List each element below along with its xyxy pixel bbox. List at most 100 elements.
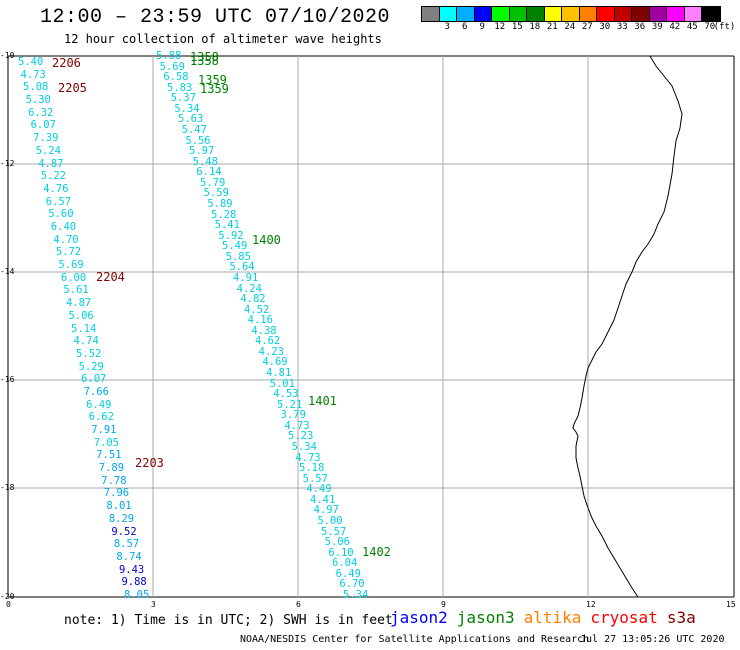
wave-height-label: 4.82: [240, 293, 266, 306]
scale-label: 12: [494, 22, 506, 32]
wave-height-label: 5.29: [78, 360, 104, 373]
pass-time-label: 2204: [96, 270, 125, 284]
wave-height-label: 4.81: [266, 367, 292, 380]
pass-time-label: 2206: [52, 56, 81, 70]
scale-swatch: [649, 7, 667, 21]
wave-height-label: 5.49: [222, 240, 248, 253]
wave-height-label: 5.57: [321, 525, 347, 538]
scale-swatch: [632, 7, 650, 21]
wave-height-label: 5.48: [192, 155, 218, 168]
x-tick-label: 3: [151, 600, 156, 609]
y-tick-label: -16: [0, 375, 15, 384]
x-tick-label: 6: [296, 600, 301, 609]
y-tick-label: -12: [0, 159, 15, 168]
wave-height-label: 6.00: [60, 271, 87, 284]
scale-swatch: [544, 7, 562, 21]
scale-swatch: [614, 7, 632, 21]
timestamp: Jul 27 13:05:26 UTC 2020: [580, 634, 725, 645]
wave-height-label: 4.24: [236, 282, 262, 295]
map-panel: [7, 55, 735, 598]
wave-height-label: 6.10: [328, 546, 354, 559]
scale-swatch: [422, 7, 440, 21]
wave-height-label: 5.63: [178, 113, 204, 126]
wave-height-label: 4.97: [313, 504, 339, 517]
wave-height-label: 8.29: [108, 512, 135, 525]
color-scale-labels: 3 6 9 12 15 18 21 24 27 30 33 36 39 42 45 70 (ft): [421, 22, 740, 34]
scale-label: 9: [479, 22, 485, 32]
wave-height-label: 5.59: [203, 187, 229, 200]
wave-height-label: 4.38: [251, 324, 277, 337]
credit-line: NOAA/NESDIS Center for Satellite Applica…: [240, 634, 590, 645]
satellite-legend-item: jason2: [390, 608, 448, 627]
scale-swatch: [492, 7, 510, 21]
scale-label: 45: [686, 22, 698, 32]
wave-height-label: 5.79: [200, 176, 226, 189]
wave-height-label: 5.22: [40, 170, 66, 183]
wave-height-label: 4.70: [53, 233, 79, 246]
wave-height-label: 4.73: [20, 68, 46, 81]
wave-height-label: 4.49: [306, 483, 332, 496]
wave-height-label: 5.83: [167, 81, 193, 94]
scale-swatch: [579, 7, 597, 21]
wave-height-label: 4.76: [43, 182, 69, 195]
wave-height-label: 6.40: [50, 220, 77, 233]
wave-height-label: 6.32: [28, 106, 54, 119]
wave-height-label: 4.73: [284, 419, 310, 432]
scale-swatch: [527, 7, 545, 21]
wave-height-label: 5.06: [68, 309, 94, 322]
wave-height-label: 6.04: [332, 557, 358, 570]
pass-time-label: 2205: [58, 81, 87, 95]
wave-height-label: 5.34: [343, 589, 369, 601]
wave-height-label: 5.40: [18, 56, 44, 68]
scale-label: 21: [546, 22, 558, 32]
page-title: 12:00 – 23:59 UTC 07/10/2020: [40, 6, 391, 29]
pass-time-label: 1402: [362, 545, 391, 559]
wave-height-label: 4.41: [310, 493, 336, 506]
wave-height-label: 8.01: [106, 500, 132, 513]
scale-label: 15: [511, 22, 523, 32]
pass-time-label: 1359: [200, 82, 229, 96]
map-grid-and-coastline: [7, 55, 735, 598]
x-tick-label: 0: [6, 600, 11, 609]
wave-height-label: 3.79: [280, 409, 306, 422]
wave-height-label: 5.88: [156, 50, 182, 62]
wave-height-label: 5.34: [174, 102, 200, 115]
wave-height-label: 5.69: [159, 60, 185, 73]
wave-height-label: 5.23: [288, 430, 314, 443]
scale-label: 18: [529, 22, 541, 32]
coastline: [572, 55, 683, 598]
satellite-legend-item: s3a: [666, 608, 696, 627]
scale-swatch: [439, 7, 457, 21]
scale-swatch: [702, 7, 720, 21]
wave-height-label: 7.51: [96, 449, 122, 462]
satellite-legend: jason2 jason3 altika cryosat s3a: [390, 608, 696, 627]
wave-height-label: 7.78: [101, 474, 127, 487]
x-tick-label: 9: [441, 600, 446, 609]
wave-height-label: 4.53: [273, 388, 299, 401]
wave-height-label: 4.52: [244, 303, 270, 316]
scale-swatch: [474, 7, 492, 21]
wave-height-label: 5.64: [229, 261, 255, 274]
scale-label: 30: [599, 22, 611, 32]
wave-height-label: 9.43: [118, 563, 145, 576]
wave-height-label: 5.24: [35, 144, 61, 157]
wave-height-label: 5.00: [317, 515, 343, 528]
pass-time-label: 1400: [252, 233, 281, 247]
pass-time-label: 1401: [308, 394, 337, 408]
wave-height-label: 5.72: [55, 246, 82, 259]
scale-unit: (ft): [713, 22, 736, 32]
wave-height-label: 4.87: [65, 297, 92, 310]
wave-height-label: 6.58: [163, 71, 189, 84]
y-tick-label: -10: [0, 51, 15, 60]
wave-height-label: 5.30: [25, 94, 51, 107]
x-tick-label: 12: [586, 600, 596, 609]
wave-height-label: 7.96: [103, 487, 130, 500]
wave-height-label: 5.52: [76, 347, 102, 360]
page-subtitle: 12 hour collection of altimeter wave hei…: [64, 32, 382, 46]
wave-height-label: 4.87: [38, 157, 64, 170]
wave-height-label: 8.05: [124, 589, 150, 601]
wave-height-label: 6.62: [88, 411, 114, 424]
wave-height-label: 6.49: [335, 567, 361, 580]
wave-height-label: 5.57: [302, 472, 328, 485]
scale-label: 39: [651, 22, 663, 32]
